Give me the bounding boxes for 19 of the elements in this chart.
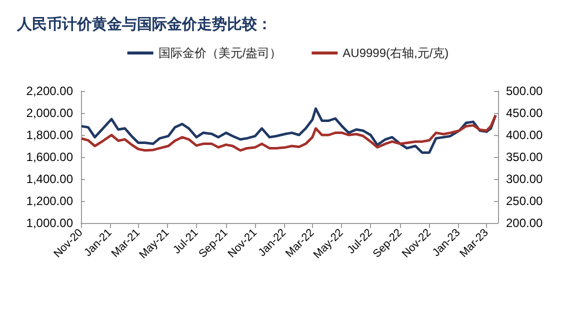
y-tick-label: 2,200.00 [26,84,74,98]
y2-tick-label: 300.00 [506,172,544,186]
legend-label: 国际金价（美元/盎司） [158,46,282,60]
line-series [80,114,497,152]
y2-tick-label: 400.00 [506,128,544,142]
y-tick-label: 1,200.00 [26,194,74,208]
y-tick-label: 1,400.00 [26,172,74,186]
chart-title: 人民币计价黄金与国际金价走势比较： [16,16,272,33]
line-series [80,107,497,154]
y-tick-label: 1,800.00 [26,128,74,142]
y2-tick-label: 350.00 [506,150,544,164]
y2-tick-label: 500.00 [506,84,544,98]
y-tick-label: 1,600.00 [26,150,74,164]
y-tick-label: 1,000.00 [26,216,74,230]
y2-tick-label: 450.00 [506,106,544,120]
legend-label: AU9999(右轴,元/克) [342,46,449,60]
y2-tick-label: 250.00 [506,194,544,208]
y2-tick-label: 200.00 [506,216,544,230]
y-tick-label: 2,000.00 [26,106,74,120]
